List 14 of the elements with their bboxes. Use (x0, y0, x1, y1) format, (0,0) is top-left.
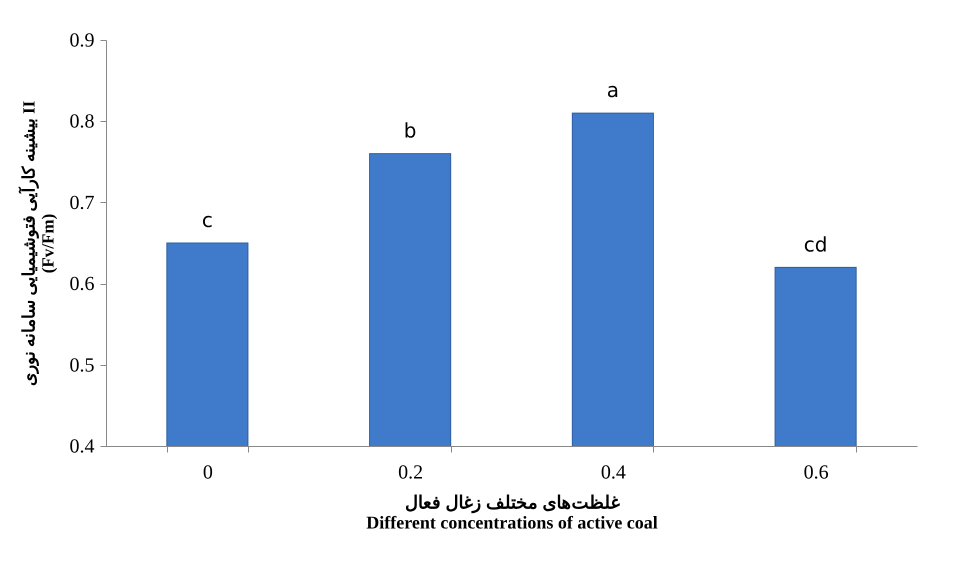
annotation: cd (804, 232, 828, 256)
x-tick-label: 0.4 (600, 462, 626, 484)
annotation: c (202, 208, 213, 232)
x-tick-label: 0.2 (398, 462, 424, 484)
x-tick-label: 0 (202, 462, 213, 484)
y-tick-label: 0.6 (70, 273, 94, 296)
y-tick-label: 0.9 (70, 30, 94, 52)
y-tick-label: 0.4 (70, 436, 94, 458)
y-tick-label: 0.8 (70, 110, 94, 133)
x-tick-label: 0.6 (804, 462, 829, 484)
y-tick-label: 0.5 (70, 354, 94, 376)
y-tick-label: 0.7 (70, 192, 94, 214)
annotation: a (606, 78, 620, 102)
annotation: b (404, 118, 416, 143)
